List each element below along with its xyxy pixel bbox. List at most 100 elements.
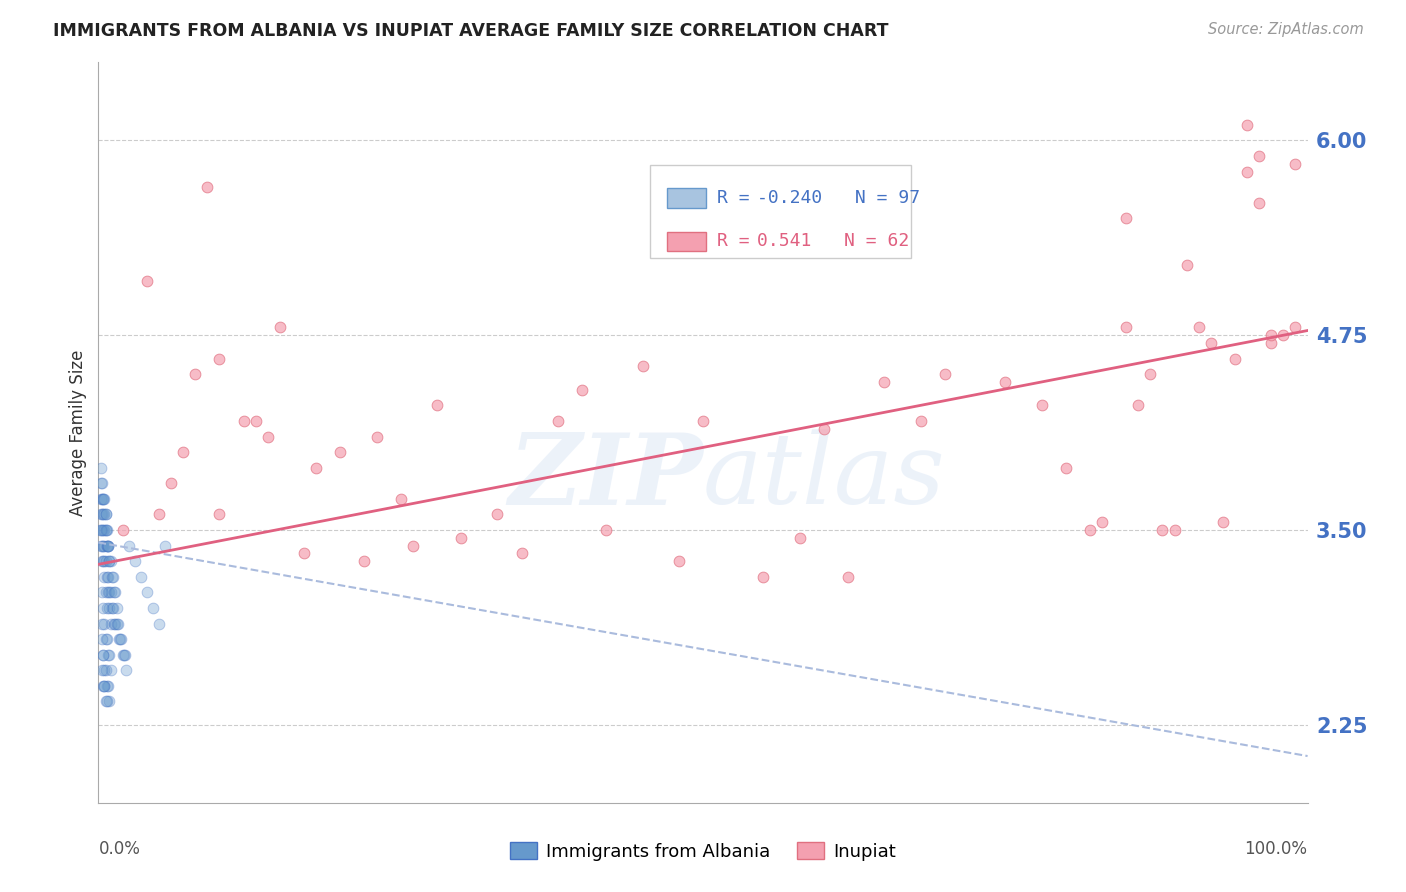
Point bbox=[135, 274, 157, 288]
Point bbox=[692, 414, 714, 428]
Point bbox=[305, 460, 328, 475]
Point bbox=[94, 523, 117, 537]
Point bbox=[837, 570, 859, 584]
Point bbox=[91, 616, 114, 631]
Point bbox=[292, 546, 315, 560]
Point bbox=[91, 554, 114, 568]
Point bbox=[103, 585, 125, 599]
Text: R =: R = bbox=[717, 233, 772, 251]
Point bbox=[148, 616, 170, 631]
Point bbox=[101, 601, 124, 615]
Point bbox=[91, 508, 114, 522]
Point bbox=[94, 585, 117, 599]
Point bbox=[934, 367, 956, 381]
Point bbox=[94, 523, 117, 537]
Point bbox=[94, 508, 117, 522]
Point bbox=[135, 585, 157, 599]
Point bbox=[111, 648, 134, 662]
Point bbox=[1236, 118, 1258, 132]
Point bbox=[105, 601, 128, 615]
Text: atlas: atlas bbox=[703, 429, 946, 524]
Point bbox=[148, 508, 170, 522]
Point bbox=[94, 694, 117, 708]
Point bbox=[595, 523, 617, 537]
Point bbox=[91, 663, 114, 677]
Point bbox=[93, 508, 115, 522]
Point bbox=[93, 679, 115, 693]
Point bbox=[115, 663, 138, 677]
Point bbox=[1212, 515, 1234, 529]
Point bbox=[910, 414, 932, 428]
Point bbox=[93, 554, 115, 568]
Point bbox=[93, 616, 115, 631]
Point bbox=[245, 414, 267, 428]
Point bbox=[90, 491, 112, 506]
Point bbox=[90, 539, 112, 553]
Point bbox=[1091, 515, 1114, 529]
Point bbox=[96, 523, 118, 537]
Text: Source: ZipAtlas.com: Source: ZipAtlas.com bbox=[1208, 22, 1364, 37]
Point bbox=[402, 539, 425, 553]
Point bbox=[1139, 367, 1161, 381]
Point bbox=[1175, 258, 1198, 272]
Point bbox=[97, 539, 120, 553]
Point bbox=[96, 570, 118, 584]
Point bbox=[100, 570, 122, 584]
Point bbox=[114, 648, 136, 662]
Point bbox=[104, 585, 127, 599]
Point bbox=[105, 616, 128, 631]
Text: R =: R = bbox=[717, 189, 761, 207]
Point bbox=[91, 523, 114, 537]
Point bbox=[486, 508, 509, 522]
Text: ZIP: ZIP bbox=[508, 429, 703, 525]
Point bbox=[208, 508, 231, 522]
Point bbox=[142, 601, 165, 615]
Point bbox=[91, 601, 114, 615]
Point bbox=[97, 539, 120, 553]
Point bbox=[91, 554, 114, 568]
Point bbox=[91, 491, 114, 506]
Point bbox=[813, 422, 835, 436]
Point bbox=[111, 523, 134, 537]
Point bbox=[96, 679, 118, 693]
Point bbox=[195, 180, 218, 194]
Point bbox=[129, 570, 152, 584]
Point bbox=[112, 648, 135, 662]
Point bbox=[91, 491, 114, 506]
Point bbox=[91, 539, 114, 553]
Point bbox=[93, 539, 115, 553]
Point bbox=[103, 616, 125, 631]
Point bbox=[1236, 164, 1258, 178]
Point bbox=[1223, 351, 1246, 366]
Point bbox=[90, 460, 112, 475]
Point bbox=[752, 570, 775, 584]
Point bbox=[789, 531, 811, 545]
Point bbox=[96, 601, 118, 615]
Point bbox=[107, 616, 129, 631]
Point bbox=[93, 523, 115, 537]
Point bbox=[93, 663, 115, 677]
Text: -0.240   N = 97: -0.240 N = 97 bbox=[756, 189, 920, 207]
Point bbox=[256, 429, 278, 443]
Point bbox=[1284, 320, 1306, 334]
Point bbox=[91, 508, 114, 522]
Point bbox=[97, 585, 120, 599]
Point bbox=[153, 539, 176, 553]
Point bbox=[160, 476, 183, 491]
Point bbox=[97, 539, 120, 553]
Point bbox=[208, 351, 231, 366]
Point bbox=[1054, 460, 1077, 475]
Point bbox=[118, 539, 141, 553]
Point bbox=[1163, 523, 1185, 537]
Point bbox=[97, 679, 120, 693]
Point bbox=[89, 523, 111, 537]
Point bbox=[98, 601, 121, 615]
Point bbox=[510, 546, 533, 560]
Point bbox=[1031, 398, 1053, 412]
Point bbox=[184, 367, 207, 381]
Point bbox=[91, 539, 114, 553]
Point bbox=[96, 694, 118, 708]
Point bbox=[90, 523, 112, 537]
Point bbox=[668, 554, 690, 568]
Point bbox=[91, 491, 114, 506]
